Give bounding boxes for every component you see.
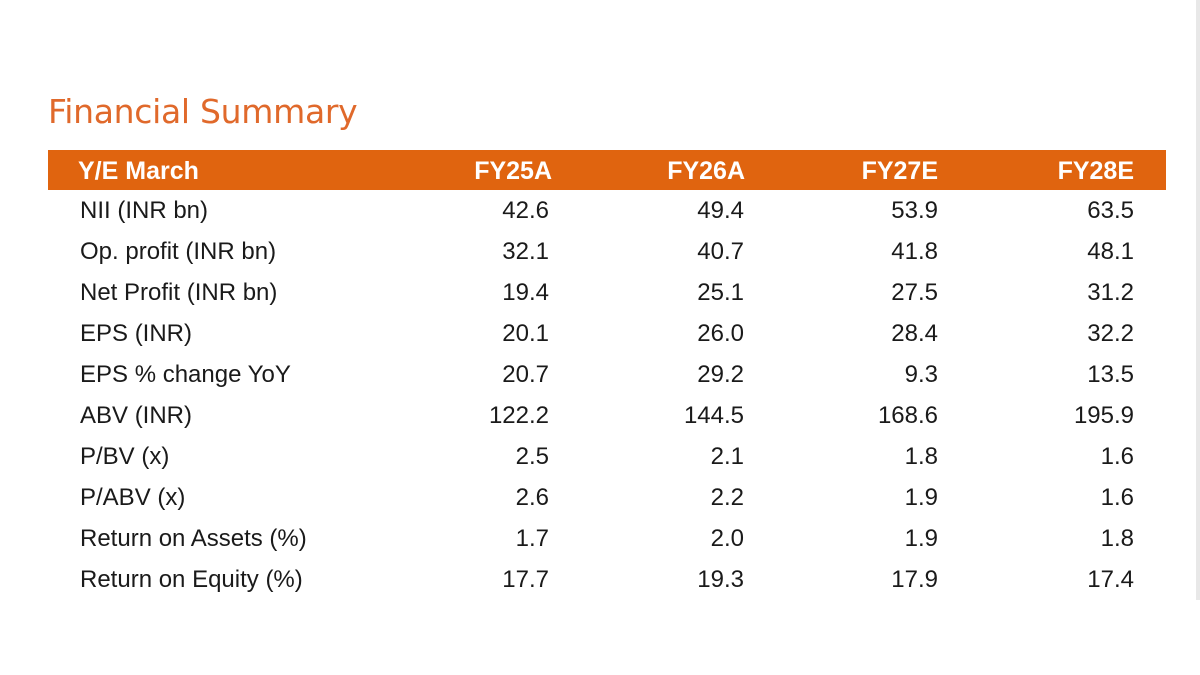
row-value-fy26a: 2.2: [710, 484, 744, 511]
row-value-fy27e: 1.9: [904, 484, 938, 511]
row-value-fy25a: 42.6: [502, 197, 549, 224]
row-value-fy27e: 53.9: [891, 197, 938, 224]
header-fy28e-cell: FY28E: [1057, 157, 1134, 185]
row-value-fy28e: 13.5: [1087, 361, 1134, 388]
page-title: Financial Summary: [48, 92, 358, 131]
row-value-fy25a: 2.5: [515, 443, 549, 470]
row-value-fy27e: 41.8: [891, 238, 938, 265]
page-edge-divider: [1196, 0, 1200, 600]
header-fy27e-cell: FY27E: [861, 157, 938, 185]
row-label: Return on Assets (%): [80, 525, 307, 552]
row-value-fy26a: 26.0: [697, 320, 744, 347]
table-row: ABV (INR) 122.2 144.5 168.6 195.9: [48, 395, 1166, 436]
row-value-fy28e: 48.1: [1087, 238, 1134, 265]
table-row: Op. profit (INR bn) 32.1 40.7 41.8 48.1: [48, 231, 1166, 272]
row-value-fy28e: 195.9: [1073, 402, 1134, 429]
row-label: Op. profit (INR bn): [80, 238, 277, 265]
row-value-fy26a: 49.4: [697, 197, 744, 224]
table-row: EPS (INR) 20.1 26.0 28.4 32.2: [48, 313, 1166, 354]
row-value-fy28e: 1.6: [1100, 484, 1134, 511]
row-value-fy25a: 20.7: [502, 361, 549, 388]
row-label: P/ABV (x): [80, 484, 186, 511]
row-value-fy26a: 29.2: [697, 361, 744, 388]
header-label-cell: Y/E March: [78, 157, 199, 185]
row-label: Net Profit (INR bn): [80, 279, 278, 306]
row-value-fy25a: 1.7: [515, 525, 549, 552]
row-value-fy28e: 1.6: [1100, 443, 1134, 470]
row-value-fy27e: 1.8: [904, 443, 938, 470]
row-value-fy25a: 2.6: [515, 484, 549, 511]
row-value-fy28e: 1.8: [1100, 525, 1134, 552]
row-value-fy28e: 32.2: [1087, 320, 1134, 347]
header-fy26a-cell: FY26A: [667, 157, 745, 185]
row-value-fy26a: 2.0: [710, 525, 744, 552]
header-fy25a-cell: FY25A: [474, 157, 552, 185]
row-value-fy28e: 17.4: [1087, 566, 1134, 593]
table-row: EPS % change YoY 20.7 29.2 9.3 13.5: [48, 354, 1166, 395]
row-value-fy26a: 19.3: [697, 566, 744, 593]
table-row: Return on Assets (%) 1.7 2.0 1.9 1.8: [48, 518, 1166, 559]
row-value-fy25a: 20.1: [502, 320, 549, 347]
row-label: NII (INR bn): [80, 197, 209, 224]
row-value-fy25a: 32.1: [502, 238, 549, 265]
row-value-fy27e: 17.9: [891, 566, 938, 593]
row-label: ABV (INR): [80, 402, 193, 429]
row-value-fy28e: 31.2: [1087, 279, 1134, 306]
row-value-fy26a: 25.1: [697, 279, 744, 306]
row-label: P/BV (x): [80, 443, 170, 470]
row-value-fy26a: 144.5: [683, 402, 744, 429]
row-value-fy25a: 122.2: [488, 402, 549, 429]
table-row: P/BV (x) 2.5 2.1 1.8 1.6: [48, 436, 1166, 477]
table-header-row: Y/E March FY25A FY26A FY27E FY28E: [48, 150, 1166, 190]
row-value-fy28e: 63.5: [1087, 197, 1134, 224]
row-value-fy27e: 27.5: [891, 279, 938, 306]
row-label: Return on Equity (%): [80, 566, 303, 593]
row-label: EPS (INR): [80, 320, 193, 347]
table-row: Return on Equity (%) 17.7 19.3 17.9 17.4: [48, 559, 1166, 600]
row-value-fy27e: 9.3: [904, 361, 938, 388]
row-value-fy25a: 17.7: [502, 566, 549, 593]
row-value-fy27e: 168.6: [877, 402, 938, 429]
table-row: P/ABV (x) 2.6 2.2 1.9 1.6: [48, 477, 1166, 518]
table-row: NII (INR bn) 42.6 49.4 53.9 63.5: [48, 190, 1166, 231]
financial-summary-table: Y/E March FY25A FY26A FY27E FY28E NII (I…: [48, 150, 1166, 600]
row-value-fy26a: 2.1: [710, 443, 744, 470]
row-value-fy27e: 28.4: [891, 320, 938, 347]
row-value-fy27e: 1.9: [904, 525, 938, 552]
row-value-fy25a: 19.4: [502, 279, 549, 306]
row-label: EPS % change YoY: [80, 361, 291, 388]
table-row: Net Profit (INR bn) 19.4 25.1 27.5 31.2: [48, 272, 1166, 313]
row-value-fy26a: 40.7: [697, 238, 744, 265]
